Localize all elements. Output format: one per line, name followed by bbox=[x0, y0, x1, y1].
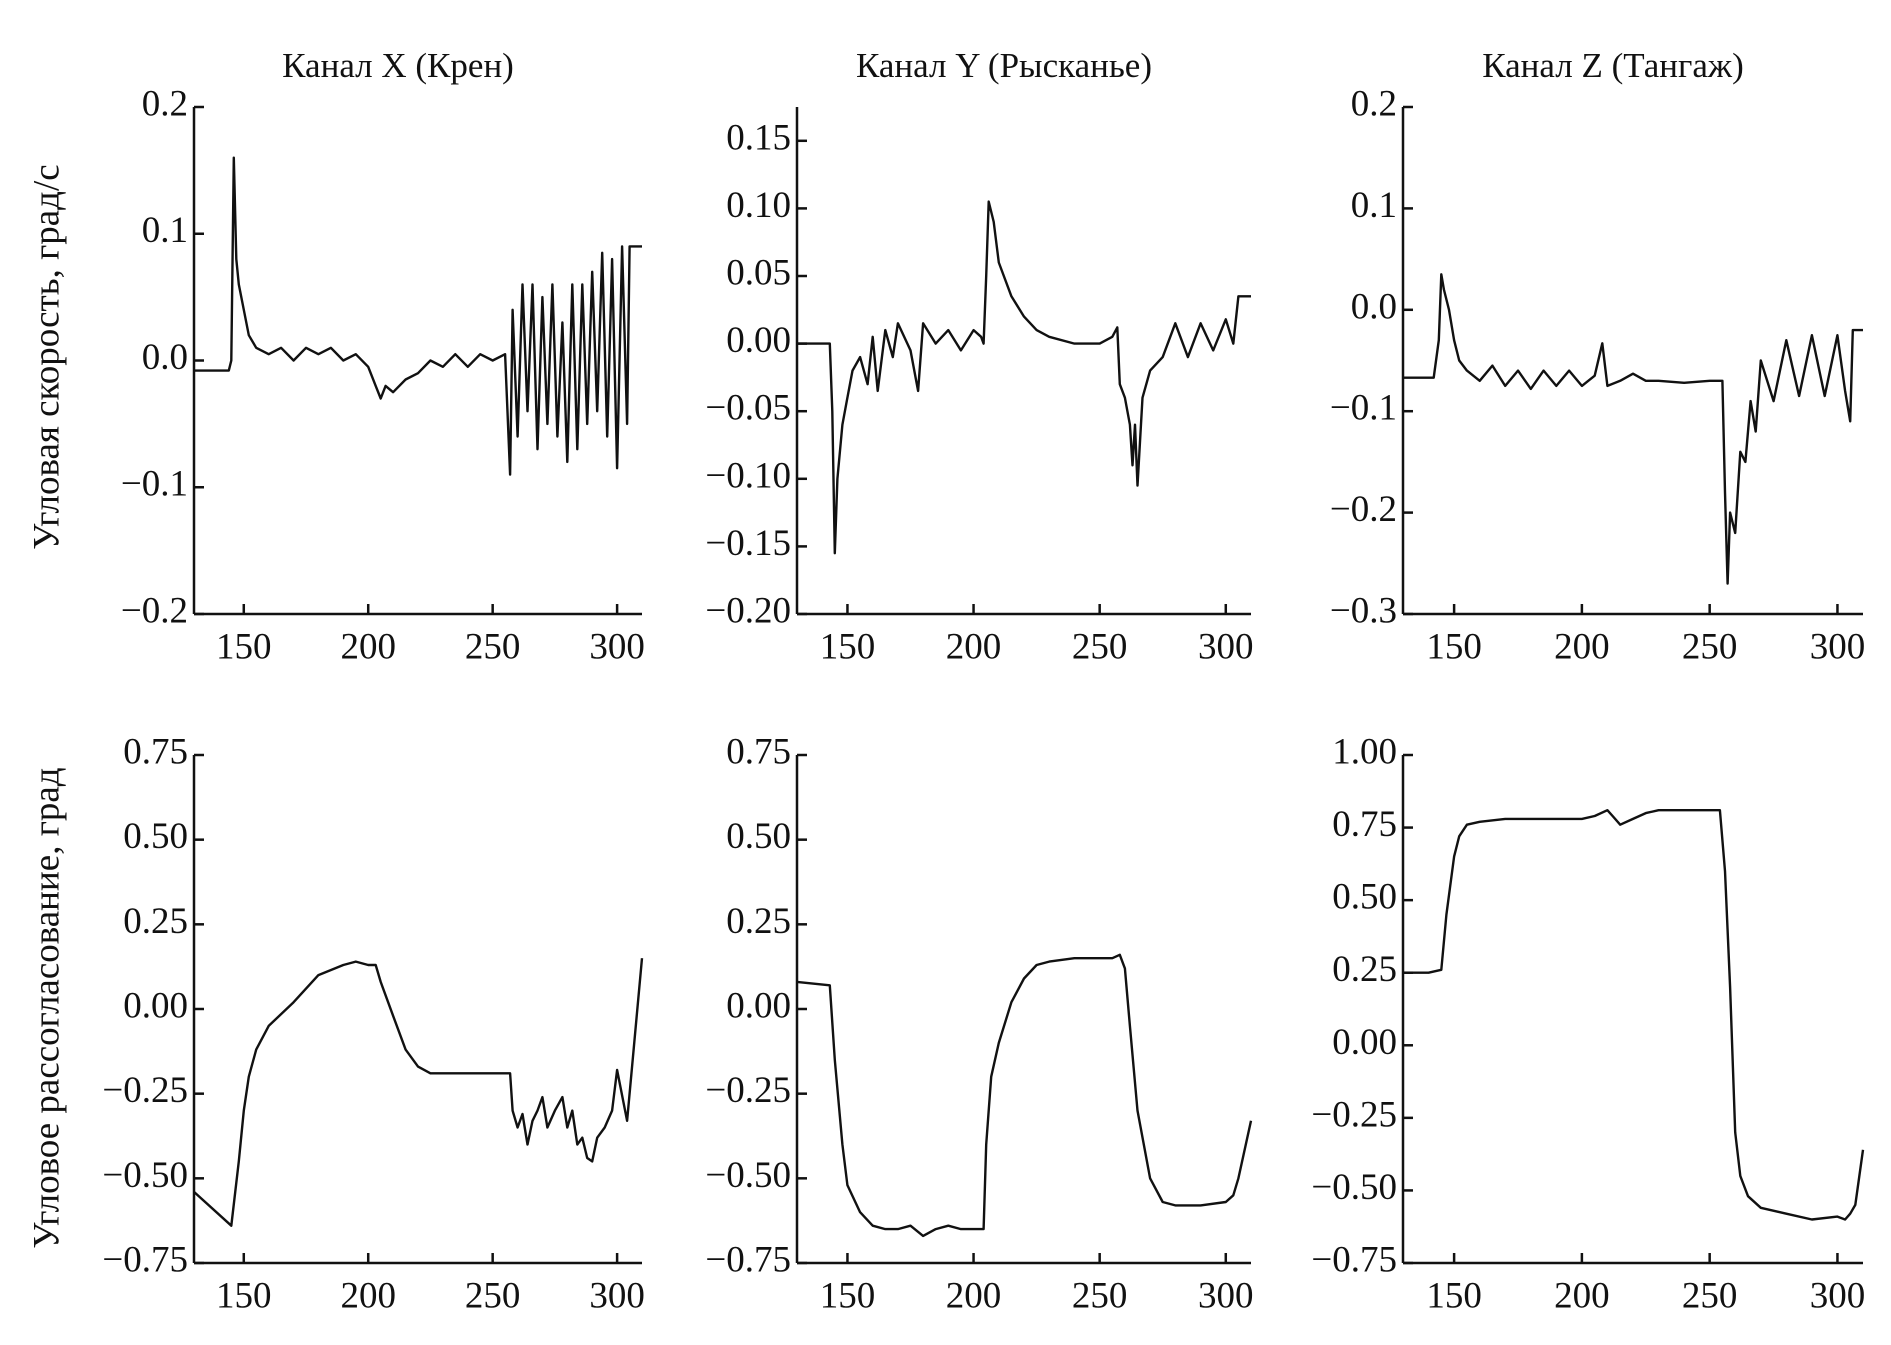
y-tick-label: 0.0 bbox=[1351, 286, 1397, 327]
x-tick-label: 300 bbox=[589, 626, 645, 667]
y-tick-label: 0.25 bbox=[726, 901, 791, 942]
y-tick-label: 0.50 bbox=[1332, 877, 1397, 918]
x-tick-label: 200 bbox=[946, 1275, 1002, 1316]
y-tick-label: −0.75 bbox=[1311, 1239, 1397, 1280]
chart-title: Канал Y (Рысканье) bbox=[856, 46, 1152, 85]
chart-title: Канал X (Крен) bbox=[282, 46, 514, 85]
y-tick-label: 0.75 bbox=[1332, 804, 1397, 845]
y-tick-label: −0.50 bbox=[1311, 1167, 1397, 1208]
x-tick-label: 250 bbox=[1682, 1275, 1738, 1316]
y-tick-label: 1.00 bbox=[1332, 731, 1397, 772]
x-tick-label: 200 bbox=[946, 626, 1002, 667]
x-tick-label: 300 bbox=[1810, 626, 1866, 667]
y-tick-label: 0.00 bbox=[123, 985, 188, 1026]
x-tick-label: 150 bbox=[216, 626, 272, 667]
x-tick-label: 150 bbox=[1426, 1275, 1482, 1316]
x-tick-label: 300 bbox=[1198, 1275, 1254, 1316]
y-tick-label: −0.20 bbox=[705, 590, 791, 631]
y-tick-label: −0.1 bbox=[1330, 388, 1397, 429]
y-tick-label: 0.1 bbox=[142, 210, 188, 251]
chart-title: Канал Z (Тангаж) bbox=[1482, 46, 1744, 85]
x-tick-label: 300 bbox=[1198, 626, 1254, 667]
x-tick-label: 250 bbox=[465, 626, 521, 667]
y-tick-label: −0.25 bbox=[705, 1070, 791, 1111]
y-tick-label: 0.2 bbox=[1351, 83, 1397, 124]
data-line bbox=[1403, 273, 1863, 585]
y-tick-label: −0.2 bbox=[121, 590, 188, 631]
y-tick-label: 0.00 bbox=[726, 320, 791, 361]
x-tick-label: 150 bbox=[820, 626, 876, 667]
y-tick-label: 0.10 bbox=[726, 185, 791, 226]
x-tick-label: 200 bbox=[1554, 626, 1610, 667]
y-tick-label: 0.2 bbox=[142, 83, 188, 124]
x-tick-label: 150 bbox=[216, 1275, 272, 1316]
y-tick-label: −0.75 bbox=[705, 1239, 791, 1280]
y-tick-label: 0.75 bbox=[123, 731, 188, 772]
y-tick-label: −0.05 bbox=[705, 388, 791, 429]
y-tick-label: 0.75 bbox=[726, 731, 791, 772]
y-tick-label: 0.25 bbox=[123, 901, 188, 942]
x-tick-label: 250 bbox=[1072, 626, 1128, 667]
y-tick-label: −0.50 bbox=[705, 1155, 791, 1196]
x-tick-label: 200 bbox=[340, 1275, 396, 1316]
x-tick-label: 250 bbox=[465, 1275, 521, 1316]
y-tick-label: 0.00 bbox=[1332, 1022, 1397, 1063]
y-tick-label: −0.2 bbox=[1330, 489, 1397, 530]
x-tick-label: 300 bbox=[1810, 1275, 1866, 1316]
data-line bbox=[194, 156, 642, 476]
y-tick-label: −0.75 bbox=[102, 1239, 188, 1280]
data-line bbox=[796, 953, 1253, 1238]
y-tick-label: 0.0 bbox=[142, 337, 188, 378]
y-tick-label: 0.50 bbox=[726, 816, 791, 857]
x-tick-label: 150 bbox=[820, 1275, 876, 1316]
y-tick-label: 0.05 bbox=[726, 252, 791, 293]
x-tick-label: 150 bbox=[1426, 626, 1482, 667]
x-tick-label: 300 bbox=[589, 1275, 645, 1316]
x-tick-label: 200 bbox=[340, 626, 396, 667]
x-tick-label: 200 bbox=[1554, 1275, 1610, 1316]
y-axis-label: Угловое рассогласование, град bbox=[26, 767, 67, 1248]
x-tick-label: 250 bbox=[1072, 1275, 1128, 1316]
y-tick-label: −0.50 bbox=[102, 1155, 188, 1196]
x-tick-label: 250 bbox=[1682, 626, 1738, 667]
y-tick-label: −0.10 bbox=[705, 455, 791, 496]
y-tick-label: −0.3 bbox=[1330, 590, 1397, 631]
y-tick-label: −0.25 bbox=[102, 1070, 188, 1111]
data-line bbox=[1403, 809, 1865, 1221]
y-tick-label: 0.25 bbox=[1332, 949, 1397, 990]
data-line bbox=[797, 200, 1251, 555]
y-tick-label: −0.25 bbox=[1311, 1094, 1397, 1135]
y-tick-label: −0.1 bbox=[121, 464, 188, 505]
y-tick-label: −0.15 bbox=[705, 523, 791, 564]
data-line bbox=[193, 958, 644, 1227]
y-tick-label: 0.50 bbox=[123, 816, 188, 857]
y-tick-label: 0.1 bbox=[1351, 185, 1397, 226]
y-axis-label: Угловая скорость, град/с bbox=[26, 164, 67, 549]
y-tick-label: 0.00 bbox=[726, 985, 791, 1026]
y-tick-label: 0.15 bbox=[726, 117, 791, 158]
